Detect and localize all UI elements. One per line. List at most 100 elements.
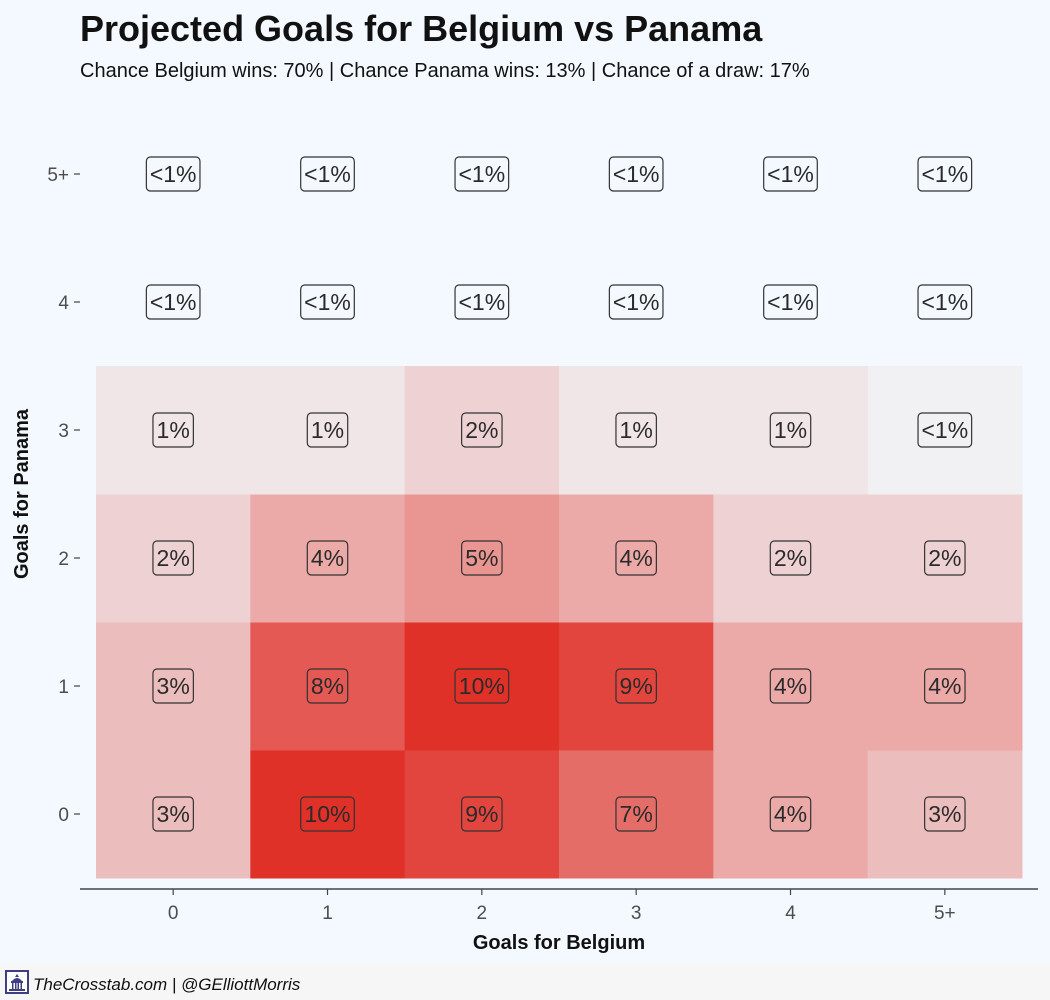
y-tick-label: 1	[58, 677, 69, 698]
chart-title: Projected Goals for Belgium vs Panama	[80, 8, 763, 49]
cell-label-box	[152, 796, 194, 832]
cell-label-text: <1%	[921, 289, 968, 315]
cell-label: 3%	[924, 796, 966, 832]
cell-label: 2%	[152, 540, 194, 576]
cell-label-text: 2%	[465, 417, 498, 443]
cell-label-box	[608, 156, 664, 192]
cell-label-text: 3%	[157, 673, 190, 699]
cell-label-text: 2%	[157, 545, 190, 571]
chart-subtitle: Chance Belgium wins: 70% | Chance Panama…	[80, 60, 810, 82]
cell-label-box	[769, 540, 812, 576]
cell-label-box	[917, 284, 973, 320]
heatmap-cell	[404, 494, 560, 623]
cell-label-text: <1%	[613, 289, 660, 315]
x-axis-title: Goals for Belgium	[473, 932, 645, 954]
y-tick-label: 3	[58, 421, 69, 442]
heatmap-cell	[96, 750, 251, 879]
cell-label: 7%	[615, 796, 657, 832]
cell-label: <1%	[608, 284, 664, 320]
heatmap-cells	[96, 366, 1023, 879]
heatmap-cell	[867, 366, 1023, 495]
heatmap-cell	[713, 750, 869, 879]
x-tick-label: 3	[631, 903, 642, 924]
heatmap-cell	[713, 494, 869, 623]
heatmap-cell	[867, 622, 1023, 751]
heatmap-cell	[559, 750, 714, 879]
heatmap-cell	[96, 622, 251, 751]
cell-label-box	[145, 156, 201, 192]
cell-label: 8%	[306, 668, 349, 704]
heatmap-cell	[250, 366, 406, 495]
cell-label: 5%	[461, 540, 503, 576]
capitol-building-icon	[5, 970, 29, 994]
x-tick-label: 1	[322, 903, 333, 924]
cell-label-box	[454, 668, 510, 704]
footer-bar: TheCrosstab.com | @GElliottMorris	[0, 964, 1050, 1000]
cell-label: 10%	[454, 668, 510, 704]
cell-label-text: 10%	[304, 801, 350, 827]
cell-label-text: 1%	[620, 417, 653, 443]
cell-label: 2%	[769, 540, 812, 576]
cell-label-box	[763, 156, 818, 192]
cell-label-text: 1%	[774, 417, 807, 443]
cell-label-box	[300, 284, 355, 320]
cell-label-text: <1%	[921, 417, 968, 443]
cell-label-text: 4%	[774, 801, 807, 827]
cell-label: 4%	[615, 540, 657, 576]
cell-label-box	[454, 284, 510, 320]
cell-label-box	[461, 796, 503, 832]
cell-label: <1%	[454, 284, 510, 320]
cell-label-box	[608, 284, 664, 320]
cell-label-box	[763, 284, 818, 320]
cell-label-text: <1%	[767, 161, 814, 187]
cell-label: <1%	[763, 156, 818, 192]
y-axis-title: Goals for Panama	[11, 408, 33, 579]
cell-label-text: 10%	[459, 673, 505, 699]
cell-labels: 3% 10% 9% 7% 4% 3% 3% 8% 10% 9% 4% 4% 2% 4% 5% 4% 2% 2% 1%…	[145, 156, 973, 832]
x-tick-label: 4	[785, 903, 796, 924]
cell-label: 9%	[615, 668, 657, 704]
cell-label-text: 3%	[928, 801, 961, 827]
cell-label-box	[924, 540, 966, 576]
cell-label-text: 3%	[157, 801, 190, 827]
cell-label-text: <1%	[458, 161, 505, 187]
cell-label-text: <1%	[304, 161, 351, 187]
cell-label: 1%	[306, 412, 349, 448]
cell-label-text: 4%	[928, 673, 961, 699]
heatmap-plot: 3% 10% 9% 7% 4% 3% 3% 8% 10% 9% 4% 4% 2% 4% 5% 4% 2% 2% 1%…	[11, 156, 1038, 954]
cell-label: <1%	[608, 156, 664, 192]
cell-label: <1%	[763, 284, 818, 320]
cell-label-text: 2%	[928, 545, 961, 571]
x-axis-ticks: 0 1 2 3 4 5+	[168, 889, 956, 924]
cell-label: 2%	[924, 540, 966, 576]
cell-label-text: 5%	[465, 545, 498, 571]
cell-label-box	[306, 668, 349, 704]
cell-label-box	[615, 796, 657, 832]
cell-label: <1%	[145, 284, 201, 320]
cell-label-box	[917, 412, 973, 448]
cell-label-text: <1%	[150, 161, 197, 187]
cell-label-box	[615, 412, 657, 448]
cell-label-box	[924, 796, 966, 832]
cell-label-box	[152, 668, 194, 704]
cell-label-box	[461, 412, 503, 448]
heatmap-cell	[404, 366, 560, 495]
cell-label-text: 4%	[620, 545, 653, 571]
x-tick-label: 0	[168, 903, 179, 924]
cell-label: <1%	[917, 156, 973, 192]
x-tick-label: 5+	[934, 903, 956, 924]
cell-label: 3%	[152, 796, 194, 832]
cell-label: <1%	[145, 156, 201, 192]
cell-label-box	[924, 668, 966, 704]
cell-label: <1%	[300, 284, 355, 320]
heatmap-cell	[867, 750, 1023, 879]
cell-label-text: 1%	[311, 417, 344, 443]
cell-label: 1%	[152, 412, 194, 448]
heatmap-cell	[250, 750, 406, 879]
cell-label-text: 8%	[311, 673, 344, 699]
cell-label-text: <1%	[458, 289, 505, 315]
cell-label-text: 9%	[465, 801, 498, 827]
y-tick-label: 0	[58, 805, 69, 826]
x-tick-label: 2	[477, 903, 488, 924]
